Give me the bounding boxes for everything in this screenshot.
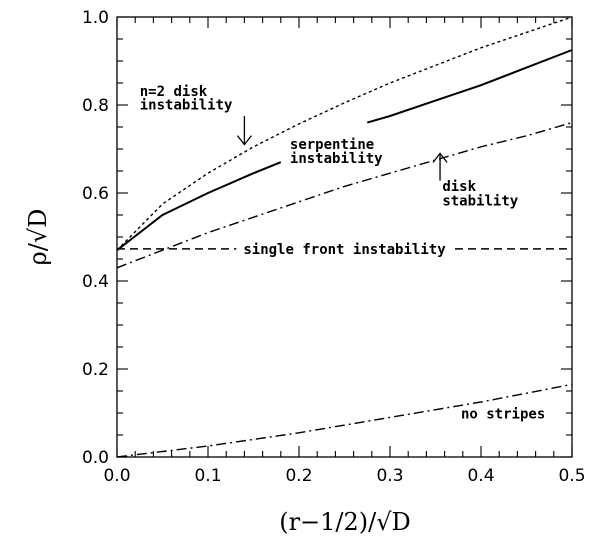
y-tick-label: 0.0 xyxy=(82,448,109,468)
annotation-arrow-head xyxy=(236,135,252,146)
y-tick-label: 1.0 xyxy=(82,8,109,28)
x-tick-label: 0.3 xyxy=(376,466,403,486)
y-tick-label: 0.6 xyxy=(82,184,109,204)
annotation-label: instability xyxy=(140,97,233,113)
y-tick-label: 0.4 xyxy=(82,272,109,292)
annotation-label: no stripes xyxy=(461,407,545,423)
annotation-label: instability xyxy=(290,151,383,167)
y-axis-title: ρ/√D xyxy=(24,209,52,266)
y-tick-labels: 0.0 0.2 0.4 0.6 0.8 1.0 xyxy=(82,8,109,468)
annotation-label-bg xyxy=(236,238,453,259)
annotation-label: stability xyxy=(442,193,518,209)
series-line-serpentine-b xyxy=(366,49,573,124)
series-line-n2-disk xyxy=(116,16,573,251)
plot-frame xyxy=(116,16,573,458)
annotation-label: disk xyxy=(442,179,476,195)
x-tick-labels: 0.0 0.1 0.2 0.3 0.4 0.5 xyxy=(103,466,585,486)
series-layer xyxy=(116,16,573,458)
x-tick-label: 0.1 xyxy=(194,466,221,486)
series-line-no-stripes xyxy=(116,383,573,458)
x-tick-label: 0.4 xyxy=(467,466,494,486)
annotation-arrows xyxy=(236,116,448,181)
series-line-serpentine-a xyxy=(116,161,282,251)
x-axis-title: (r−1/2)/√D xyxy=(279,508,411,536)
annotation-label: single front instability xyxy=(243,242,446,258)
annotation-labels: n=2 diskinstabilityserpentineinstability… xyxy=(140,84,546,423)
annotation-label: serpentine xyxy=(290,137,374,153)
annotation-label: n=2 disk xyxy=(140,84,208,100)
annotation-arrow-head xyxy=(432,152,448,163)
series-line-disk-stability xyxy=(116,121,573,269)
x-tick-label: 0.0 xyxy=(103,466,130,486)
x-tick-label: 0.2 xyxy=(285,466,312,486)
axis-ticks xyxy=(116,16,573,458)
y-tick-label: 0.8 xyxy=(82,96,109,116)
x-tick-label: 0.5 xyxy=(558,466,585,486)
y-tick-label: 0.2 xyxy=(82,360,109,380)
